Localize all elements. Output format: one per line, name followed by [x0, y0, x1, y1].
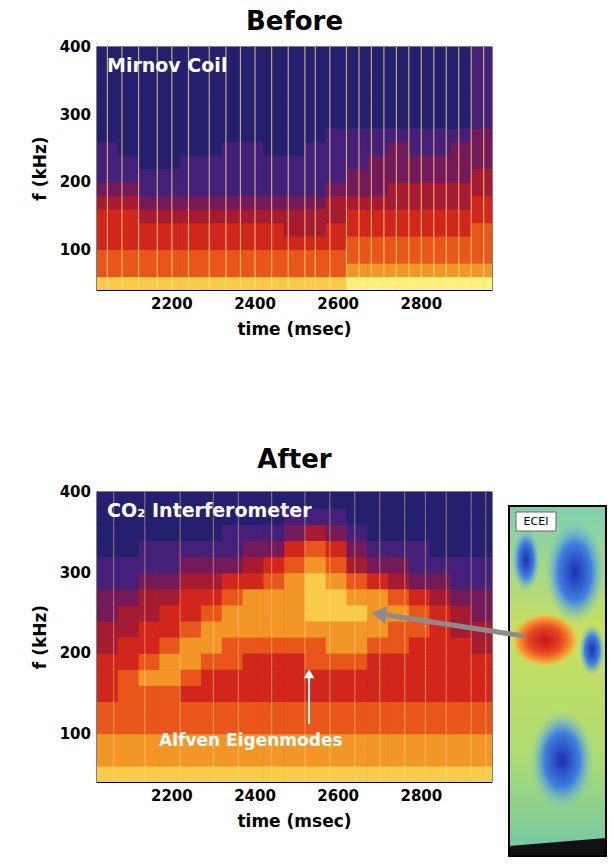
- svg-text:ECEI: ECEI: [524, 515, 549, 528]
- svg-text:2600: 2600: [317, 787, 359, 805]
- svg-text:2200: 2200: [151, 787, 193, 805]
- svg-text:Mirnov Coil: Mirnov Coil: [107, 54, 227, 76]
- svg-text:time (msec): time (msec): [237, 811, 351, 831]
- svg-text:2600: 2600: [317, 295, 359, 313]
- svg-text:Before: Before: [246, 6, 343, 36]
- svg-text:300: 300: [60, 564, 91, 582]
- svg-text:400: 400: [60, 38, 91, 56]
- svg-text:100: 100: [60, 725, 91, 743]
- svg-text:100: 100: [60, 241, 91, 259]
- svg-text:2200: 2200: [151, 295, 193, 313]
- svg-text:300: 300: [60, 106, 91, 124]
- svg-text:f (kHz): f (kHz): [30, 605, 50, 669]
- svg-text:200: 200: [60, 173, 91, 191]
- svg-text:2400: 2400: [234, 295, 276, 313]
- svg-text:CO₂ Interferometer: CO₂ Interferometer: [107, 499, 312, 521]
- svg-text:2400: 2400: [234, 787, 276, 805]
- svg-text:time (msec): time (msec): [237, 319, 351, 339]
- svg-text:2800: 2800: [400, 295, 442, 313]
- svg-text:400: 400: [60, 483, 91, 501]
- svg-text:2800: 2800: [400, 787, 442, 805]
- svg-text:200: 200: [60, 644, 91, 662]
- svg-text:After: After: [257, 444, 331, 474]
- svg-text:Alfven Eigenmodes: Alfven Eigenmodes: [159, 730, 342, 750]
- svg-text:f (kHz): f (kHz): [30, 136, 50, 200]
